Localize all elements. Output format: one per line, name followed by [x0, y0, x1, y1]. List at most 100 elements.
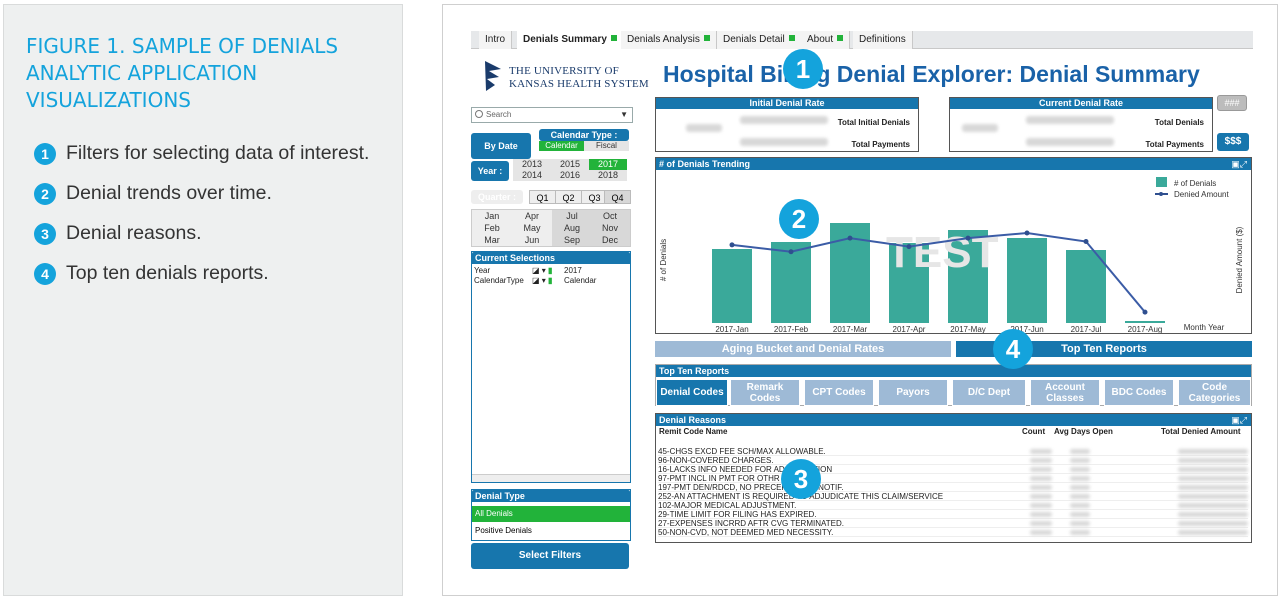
- count-toggle-button[interactable]: ###: [1217, 95, 1247, 111]
- positive-denials-option[interactable]: Positive Denials: [475, 526, 532, 535]
- table-row[interactable]: 50-NON-CVD, NOT DEEMED MED NECESSITY.: [658, 528, 1248, 537]
- redacted-value: [1030, 485, 1052, 490]
- column-header[interactable]: Count: [1022, 427, 1046, 436]
- tab-intro[interactable]: Intro: [479, 31, 513, 49]
- tab-denials-detail[interactable]: Denials Detail: [717, 31, 802, 49]
- month-option[interactable]: Oct: [590, 210, 630, 222]
- tab-label: Intro: [485, 34, 506, 45]
- table-row[interactable]: 29-TIME LIMIT FOR FILING HAS EXPIRED.: [658, 510, 1248, 519]
- month-option[interactable]: Dec: [590, 234, 630, 246]
- x-tick-label: 2017-Jul: [1071, 325, 1102, 333]
- table-row[interactable]: 45-CHGS EXCD FEE SCH/MAX ALLOWABLE.: [658, 447, 1248, 456]
- fiscal-toggle[interactable]: Fiscal: [584, 141, 629, 151]
- tab-denials-summary[interactable]: Denials Summary: [517, 31, 624, 49]
- x-tick-label: 2017-Aug: [1128, 325, 1163, 333]
- quarter-option[interactable]: Q1: [529, 190, 556, 204]
- year-option[interactable]: 2014: [521, 170, 543, 180]
- table-row[interactable]: 252-AN ATTACHMENT IS REQUIRED TO ADJUDIC…: [658, 492, 1248, 501]
- table-row[interactable]: 27-EXPENSES INCRRD AFTR CVG TERMINATED.: [658, 519, 1248, 528]
- point-2017-Jul[interactable]: [1083, 239, 1089, 245]
- clear-selection-icon[interactable]: ◪ ▾ ▮: [532, 276, 553, 285]
- tab-aging-bucket[interactable]: Aging Bucket and Denial Rates: [655, 341, 951, 357]
- search-icon: [475, 110, 483, 118]
- column-header[interactable]: Total Denied Amount: [1161, 427, 1241, 436]
- table-row[interactable]: 197-PMT DEN/RDCD, NO PRECERT/AUTH/NOTIF.: [658, 483, 1248, 492]
- number-badge-icon: 2: [34, 183, 56, 205]
- x-tick-label: 2017-Jan: [715, 325, 748, 333]
- clear-selection-icon[interactable]: ◪ ▾ ▮: [532, 266, 553, 275]
- bdc-codes-button[interactable]: BDC Codes: [1104, 379, 1174, 406]
- year-option[interactable]: 2016: [559, 170, 581, 180]
- bar-2017-Jul[interactable]: [1066, 250, 1106, 323]
- month-option[interactable]: Sep: [552, 234, 592, 246]
- bar-2017-Feb[interactable]: [771, 242, 811, 323]
- point-2017-Feb[interactable]: [788, 249, 794, 255]
- bar-2017-Aug[interactable]: [1125, 321, 1165, 323]
- redacted-value: [1030, 476, 1052, 481]
- legend-line-dot: [1159, 192, 1163, 196]
- amount-toggle-button[interactable]: $$$: [1217, 133, 1249, 151]
- remit-code-name: 29-TIME LIMIT FOR FILING HAS EXPIRED.: [658, 510, 817, 519]
- denial-reasons-header: Denial Reasons: [656, 414, 1251, 426]
- tab-label: Denials Analysis: [627, 34, 700, 45]
- redacted-value: [1070, 476, 1090, 481]
- payors-button[interactable]: Payors: [878, 379, 948, 406]
- month-option[interactable]: Jul: [552, 210, 592, 222]
- column-header[interactable]: Avg Days Open: [1054, 427, 1113, 436]
- bar-2017-Jun[interactable]: [1007, 238, 1047, 323]
- export-icon[interactable]: ▣⤢: [1231, 159, 1247, 169]
- bar-2017-Jan[interactable]: [712, 249, 752, 323]
- horizontal-scrollbar[interactable]: [472, 474, 630, 482]
- month-option[interactable]: Jan: [484, 211, 500, 221]
- month-option[interactable]: Jun: [524, 235, 540, 245]
- top-ten-panel: Top Ten Reports Denial Codes Remark Code…: [655, 364, 1252, 406]
- column-header[interactable]: Remit Code Name: [659, 427, 728, 436]
- month-option[interactable]: May: [523, 223, 541, 233]
- calendar-type-label: Calendar Type :: [539, 129, 629, 141]
- account-classes-button[interactable]: Account Classes: [1030, 379, 1100, 406]
- year-option[interactable]: 2015: [559, 159, 581, 169]
- redacted-value: [1070, 458, 1090, 463]
- table-row[interactable]: 102-MAJOR MEDICAL ADJUSTMENT.: [658, 501, 1248, 510]
- point-2017-Mar[interactable]: [847, 235, 853, 241]
- point-2017-May[interactable]: [965, 235, 971, 241]
- calendar-toggle[interactable]: Calendar: [539, 141, 584, 151]
- tab-denials-analysis[interactable]: Denials Analysis: [621, 31, 717, 49]
- point-2017-Jan[interactable]: [729, 242, 735, 248]
- table-row[interactable]: 97-PMT INCL IN PMT FOR OTHR SVC.: [658, 474, 1248, 483]
- year-option-selected[interactable]: 2017: [589, 159, 627, 170]
- month-option[interactable]: Apr: [524, 211, 539, 221]
- bar-2017-May[interactable]: [948, 230, 988, 323]
- quarter-option[interactable]: Q4: [604, 190, 631, 204]
- month-option[interactable]: Mar: [484, 235, 500, 245]
- by-date-button[interactable]: By Date: [471, 133, 531, 159]
- tab-definitions[interactable]: Definitions: [853, 31, 913, 49]
- quarter-option[interactable]: Q2: [555, 190, 582, 204]
- dc-dept-button[interactable]: D/C Dept: [952, 379, 1026, 406]
- point-2017-Apr[interactable]: [906, 244, 912, 250]
- table-row[interactable]: 16-LACKS INFO NEEDED FOR ADJUDICATION: [658, 465, 1248, 474]
- cpt-codes-button[interactable]: CPT Codes: [804, 379, 874, 406]
- point-2017-Jun[interactable]: [1024, 230, 1030, 236]
- search-input[interactable]: Search ▼: [471, 107, 633, 123]
- point-2017-Aug[interactable]: [1142, 309, 1148, 315]
- select-filters-button[interactable]: Select Filters: [471, 543, 629, 569]
- code-categories-button[interactable]: Code Categories: [1178, 379, 1251, 406]
- tab-about[interactable]: About: [801, 31, 851, 49]
- export-icon[interactable]: ▣⤢: [1231, 415, 1247, 425]
- year-option[interactable]: 2013: [521, 159, 543, 169]
- x-tick-label: 2017-Mar: [833, 325, 868, 333]
- year-selector: 2013 2015 2017 2014 2016 2018: [513, 159, 627, 181]
- remark-codes-button[interactable]: Remark Codes: [730, 379, 800, 406]
- table-row[interactable]: 96-NON-COVERED CHARGES.: [658, 456, 1248, 465]
- denial-codes-button[interactable]: Denial Codes: [656, 379, 728, 406]
- year-option[interactable]: 2018: [597, 170, 619, 180]
- month-option[interactable]: Aug: [552, 222, 592, 234]
- tab-label: About: [807, 34, 834, 45]
- month-option[interactable]: Nov: [590, 222, 630, 234]
- bar-2017-Apr[interactable]: [889, 243, 929, 323]
- all-denials-option[interactable]: All Denials: [472, 506, 630, 522]
- chevron-down-icon: ▼: [620, 110, 628, 119]
- figure-heading: FIGURE 1. SAMPLE OF DENIALS ANALYTIC APP…: [26, 34, 339, 112]
- month-option[interactable]: Feb: [484, 223, 500, 233]
